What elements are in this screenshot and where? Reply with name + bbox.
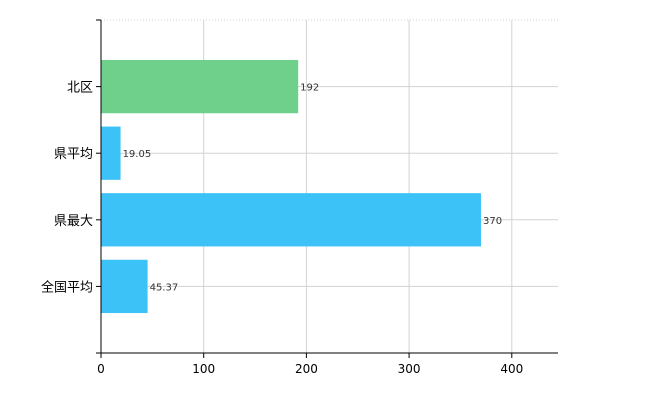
category-label: 全国平均 bbox=[41, 279, 93, 295]
x-tick-label: 300 bbox=[398, 362, 421, 376]
data-label: 192 bbox=[300, 83, 319, 94]
bar bbox=[101, 126, 121, 180]
bar bbox=[101, 193, 481, 247]
category-label: 県最大 bbox=[54, 214, 93, 229]
x-tick-label: 0 bbox=[97, 362, 105, 376]
bar bbox=[101, 259, 148, 314]
x-tick-label: 200 bbox=[295, 362, 318, 376]
bar bbox=[101, 59, 299, 114]
data-label: 45.37 bbox=[150, 282, 179, 293]
category-label: 県平均 bbox=[54, 147, 93, 162]
category-label: 北区 bbox=[67, 81, 93, 96]
data-label: 370 bbox=[483, 216, 502, 227]
x-tick-label: 100 bbox=[192, 362, 215, 376]
data-label: 19.05 bbox=[123, 149, 152, 160]
x-tick-label: 400 bbox=[500, 362, 523, 376]
